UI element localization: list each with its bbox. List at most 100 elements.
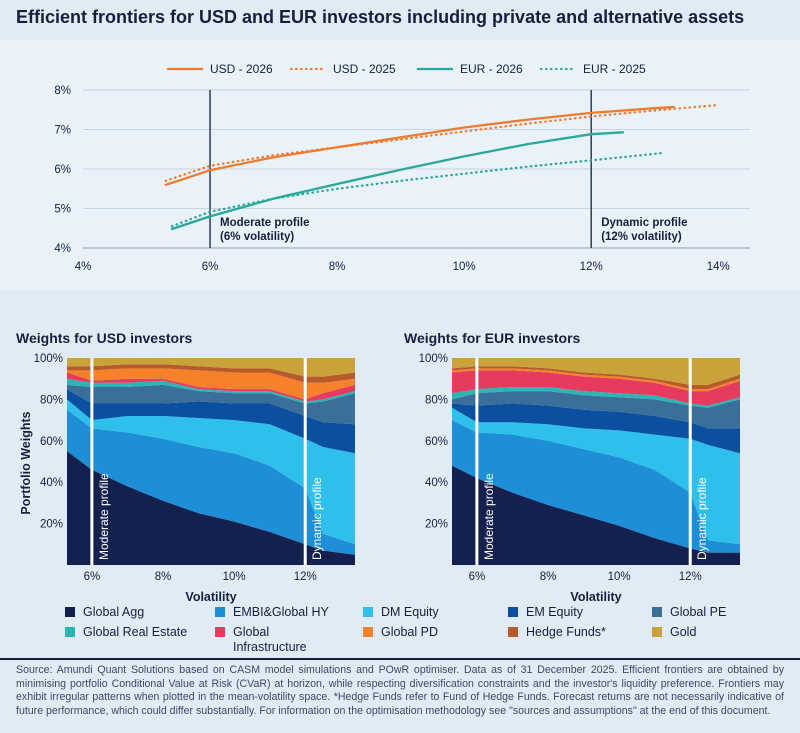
- area-em-equity: [67, 389, 355, 454]
- x-tick-label: 6%: [469, 571, 486, 583]
- x-axis-label: Volatility: [185, 590, 236, 604]
- legend-swatch: [652, 627, 662, 637]
- legend-swatch: [652, 607, 662, 617]
- y-tick-label: 80%: [40, 394, 63, 406]
- x-tick-label: 12%: [679, 571, 702, 583]
- x-tick-label: 10%: [223, 571, 246, 583]
- area-global-agg: [67, 451, 355, 565]
- profile-annotation: Dynamic profile: [601, 217, 687, 229]
- area-dm-equity: [67, 399, 355, 545]
- series-line-usd-2025: [164, 103, 720, 182]
- area-em-equity: [452, 403, 740, 454]
- area-global-pd: [452, 368, 740, 392]
- legend-label: Global Agg: [83, 605, 145, 619]
- y-tick-label: 60%: [40, 436, 63, 448]
- x-tick-label: 6%: [202, 261, 219, 273]
- x-tick-label: 8%: [155, 571, 172, 583]
- profile-annotation: (12% volatility): [601, 231, 682, 243]
- x-tick-label: 8%: [540, 571, 557, 583]
- area-global-infrastructure: [67, 372, 355, 402]
- x-tick-label: 14%: [707, 261, 730, 273]
- legend-item: Global PE: [652, 605, 726, 620]
- legend-label: Global PD: [381, 625, 438, 639]
- legend-item: Global Real Estate: [65, 625, 187, 640]
- legend-label: Hedge Funds*: [526, 625, 606, 639]
- area-global-real-estate: [452, 387, 740, 408]
- y-tick-label: 5%: [54, 204, 71, 216]
- series-line-usd-2026: [164, 105, 675, 186]
- legend-swatch: [65, 607, 75, 617]
- profile-annotation: Moderate profile: [220, 217, 309, 229]
- frontier-chart-panel: 4% 5% 6% 7% 8% 4% 6% 8% 10% 12% 14% Moderate profil…: [0, 40, 800, 290]
- x-tick-label: 12%: [294, 571, 317, 583]
- x-axis-label: Volatility: [570, 590, 621, 604]
- moderate-profile-label: Moderate profile: [482, 473, 496, 560]
- series-line-eur-2026: [170, 131, 625, 231]
- legend-swatch: [65, 627, 75, 637]
- legend-label: Global Infrastructure: [233, 625, 307, 654]
- y-tick-label: 20%: [40, 519, 63, 531]
- legend-swatch: [363, 607, 373, 617]
- legend-item: Gold: [652, 625, 696, 640]
- legend-item: EM Equity: [508, 605, 583, 620]
- legend-swatch: [215, 607, 225, 617]
- y-tick-label: 60%: [425, 436, 448, 448]
- legend-item: Hedge Funds*: [508, 625, 606, 640]
- y-tick-label: 100%: [419, 353, 448, 365]
- area-global-pd: [67, 368, 355, 400]
- x-tick-label: 10%: [453, 261, 476, 273]
- x-tick-label: 12%: [580, 261, 603, 273]
- y-tick-label: 40%: [425, 477, 448, 489]
- series-line-eur-2025: [170, 152, 663, 228]
- area-global-pe: [67, 384, 355, 425]
- legend-label: DM Equity: [381, 605, 439, 619]
- y-tick-label: 100%: [34, 353, 63, 365]
- legend-label: EUR - 2025: [583, 62, 646, 76]
- legend-item: Global Infrastructure: [215, 625, 307, 655]
- legend-item: Global Agg: [65, 605, 144, 620]
- legend-label: EUR - 2026: [460, 62, 523, 76]
- eur-weights-title: Weights for EUR investors: [404, 330, 581, 346]
- area-hedge-funds-: [452, 366, 740, 390]
- y-tick-label: 20%: [425, 519, 448, 531]
- legend-item: DM Equity: [363, 605, 439, 620]
- area-embi-global-hy: [67, 409, 355, 555]
- source-note: Source: Amundi Quant Solutions based on …: [16, 664, 784, 717]
- y-tick-label: 4%: [54, 243, 71, 255]
- legend-label: Global Real Estate: [83, 625, 188, 639]
- legend-swatch: [508, 607, 518, 617]
- profile-annotation: (6% volatility): [220, 231, 294, 243]
- usd-weights-chart: 20% 40% 60% 80% 100% 6% 8% 10% 12% Moderate profi…: [19, 353, 355, 604]
- legend-swatch: [215, 627, 225, 637]
- dynamic-profile-label: Dynamic profile: [310, 477, 324, 560]
- eur-weights-chart: 20% 40% 60% 80% 100% 6% 8% 10% 12% Moderate profi…: [419, 353, 740, 604]
- x-tick-label: 8%: [329, 261, 346, 273]
- area-dm-equity: [452, 407, 740, 545]
- footer-divider: [0, 658, 800, 660]
- moderate-profile-label: Moderate profile: [97, 473, 111, 560]
- area-global-real-estate: [67, 378, 355, 404]
- legend-label: EMBI&Global HY: [233, 605, 329, 619]
- page-title: Efficient frontiers for USD and EUR inve…: [16, 7, 745, 27]
- legend-swatch: [363, 627, 373, 637]
- area-hedge-funds-: [67, 364, 355, 383]
- y-tick-label: 7%: [54, 125, 71, 137]
- legend-label: USD - 2026: [210, 62, 273, 76]
- area-embi-global-hy: [452, 420, 740, 553]
- legend-item: EMBI&Global HY: [215, 605, 329, 620]
- x-tick-label: 6%: [84, 571, 101, 583]
- legend-swatch: [508, 627, 518, 637]
- y-tick-label: 6%: [54, 164, 71, 176]
- area-gold: [452, 358, 740, 385]
- y-tick-label: 8%: [54, 85, 71, 97]
- x-tick-label: 10%: [608, 571, 631, 583]
- asset-legend: Global Agg EMBI&Global HY DM Equity EM Equi…: [20, 605, 790, 654]
- x-tick-label: 4%: [75, 261, 92, 273]
- area-global-infrastructure: [452, 370, 740, 406]
- legend-item: Global PD: [363, 625, 438, 640]
- area-global-pe: [452, 391, 740, 429]
- dynamic-profile-label: Dynamic profile: [695, 477, 709, 560]
- legend-label: Global PE: [670, 605, 727, 619]
- y-axis-label: Portfolio Weights: [19, 411, 33, 514]
- y-tick-label: 80%: [425, 394, 448, 406]
